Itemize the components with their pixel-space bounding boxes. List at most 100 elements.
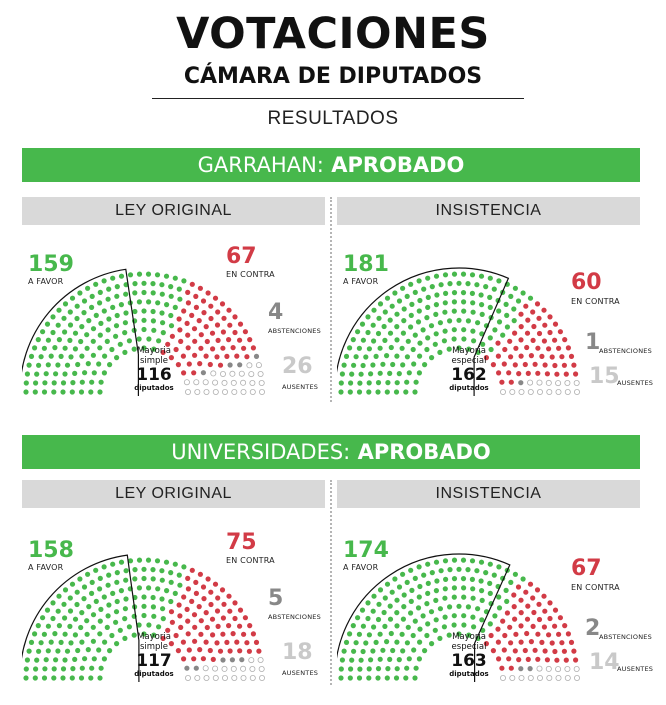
- seat-favor: [122, 606, 128, 612]
- majority-unit: diputados: [449, 670, 489, 678]
- seat-contra: [523, 589, 529, 595]
- parliament-chart-universidades-ley-original: 158 A FAVOR 75 EN CONTRA 5 ABSTENCIONES 18 AUSE…: [22, 528, 328, 688]
- seat-favor: [35, 337, 41, 343]
- seat-contra: [217, 362, 224, 368]
- seat-contra: [541, 307, 547, 313]
- seat-favor: [79, 639, 85, 645]
- seat-favor: [371, 593, 377, 599]
- seat-favor: [447, 567, 453, 573]
- seat-favor: [118, 588, 124, 594]
- seat-favor: [417, 583, 423, 590]
- seat-ausente: [184, 388, 191, 395]
- abstenciones-count: 1: [585, 330, 601, 355]
- seat-contra: [185, 332, 191, 338]
- seat-contra: [542, 362, 548, 368]
- seat-contra: [200, 656, 206, 662]
- seat-favor: [437, 320, 443, 326]
- seat-favor: [56, 623, 63, 629]
- seat-favor: [181, 278, 187, 284]
- seat-favor: [105, 613, 111, 619]
- seat-favor: [403, 675, 409, 681]
- seat-ausente: [221, 388, 228, 395]
- seat-favor: [177, 296, 183, 302]
- seat-ausente: [212, 674, 219, 681]
- seat-favor: [132, 308, 138, 315]
- seat-favor: [101, 308, 107, 314]
- seat-favor: [425, 304, 431, 310]
- seat-ausente: [555, 388, 562, 395]
- seat-favor: [160, 330, 166, 336]
- seat-contra: [214, 322, 221, 328]
- seat-favor: [55, 322, 61, 328]
- seat-contra: [214, 608, 221, 614]
- seat-contra: [539, 639, 545, 645]
- seat-contra: [563, 657, 569, 663]
- seat-contra: [547, 329, 553, 336]
- seat-ausente: [258, 379, 265, 386]
- seat-favor: [487, 294, 493, 300]
- seat-favor: [387, 370, 393, 376]
- seat-favor: [77, 576, 83, 582]
- favor-count: 174: [343, 538, 389, 563]
- seat-favor: [384, 389, 390, 395]
- ausentes-label: AUSENTES: [282, 383, 319, 391]
- seat-favor: [150, 318, 156, 324]
- seat-favor: [50, 600, 56, 606]
- ausentes-label: AUSENTES: [617, 665, 654, 673]
- seat-contra: [185, 631, 191, 637]
- seat-favor: [429, 641, 435, 647]
- seat-favor: [159, 310, 165, 316]
- seat-contra: [177, 613, 183, 619]
- seat-contra: [192, 352, 198, 358]
- seat-favor: [355, 615, 361, 621]
- seat-favor: [89, 665, 95, 671]
- contra-count: 67: [226, 244, 257, 269]
- seat-favor: [106, 316, 112, 322]
- seat-contra: [541, 624, 547, 630]
- seat-contra: [488, 632, 494, 639]
- ausentes-label: AUSENTES: [282, 669, 319, 677]
- seat-contra: [530, 623, 536, 629]
- seat-favor: [404, 379, 410, 385]
- seat-favor: [425, 580, 431, 586]
- seat-contra: [532, 361, 538, 367]
- seat-favor: [51, 389, 57, 395]
- seat-favor: [389, 589, 395, 595]
- seat-favor: [406, 370, 412, 376]
- seat-favor: [122, 330, 128, 336]
- seat-ausente: [564, 665, 571, 672]
- seat-contra: [536, 616, 543, 623]
- seat-favor: [401, 604, 407, 610]
- seat-favor: [465, 318, 471, 324]
- majority-box: Mayoria simple 116 diputados: [126, 346, 182, 392]
- seat-favor: [437, 349, 443, 355]
- seat-contra: [193, 579, 199, 585]
- seat-contra: [532, 647, 538, 653]
- seat-favor: [78, 338, 84, 345]
- seat-favor: [515, 298, 522, 304]
- seat-favor: [141, 280, 147, 286]
- seat-favor: [451, 271, 458, 277]
- seat-contra: [556, 345, 562, 351]
- seat-favor: [416, 370, 422, 376]
- seat-contra: [518, 337, 524, 343]
- seat-favor: [102, 353, 108, 359]
- seat-favor: [512, 571, 518, 577]
- seat-ausente: [210, 370, 217, 377]
- seat-favor: [479, 597, 485, 603]
- seat-abstencion: [518, 666, 524, 672]
- seat-contra: [518, 353, 524, 359]
- seat-favor: [339, 371, 345, 377]
- seat-favor: [504, 312, 510, 318]
- seat-contra: [536, 601, 542, 607]
- seat-contra: [201, 596, 207, 602]
- panel-header-insistencia: INSISTENCIA: [337, 480, 640, 508]
- seat-contra: [496, 656, 502, 662]
- seat-favor: [465, 604, 471, 610]
- seat-contra: [507, 338, 513, 344]
- seat-favor: [84, 345, 90, 351]
- seat-favor: [85, 571, 91, 577]
- seat-ausente: [536, 665, 543, 672]
- seat-favor: [58, 353, 64, 359]
- seat-favor: [24, 657, 30, 663]
